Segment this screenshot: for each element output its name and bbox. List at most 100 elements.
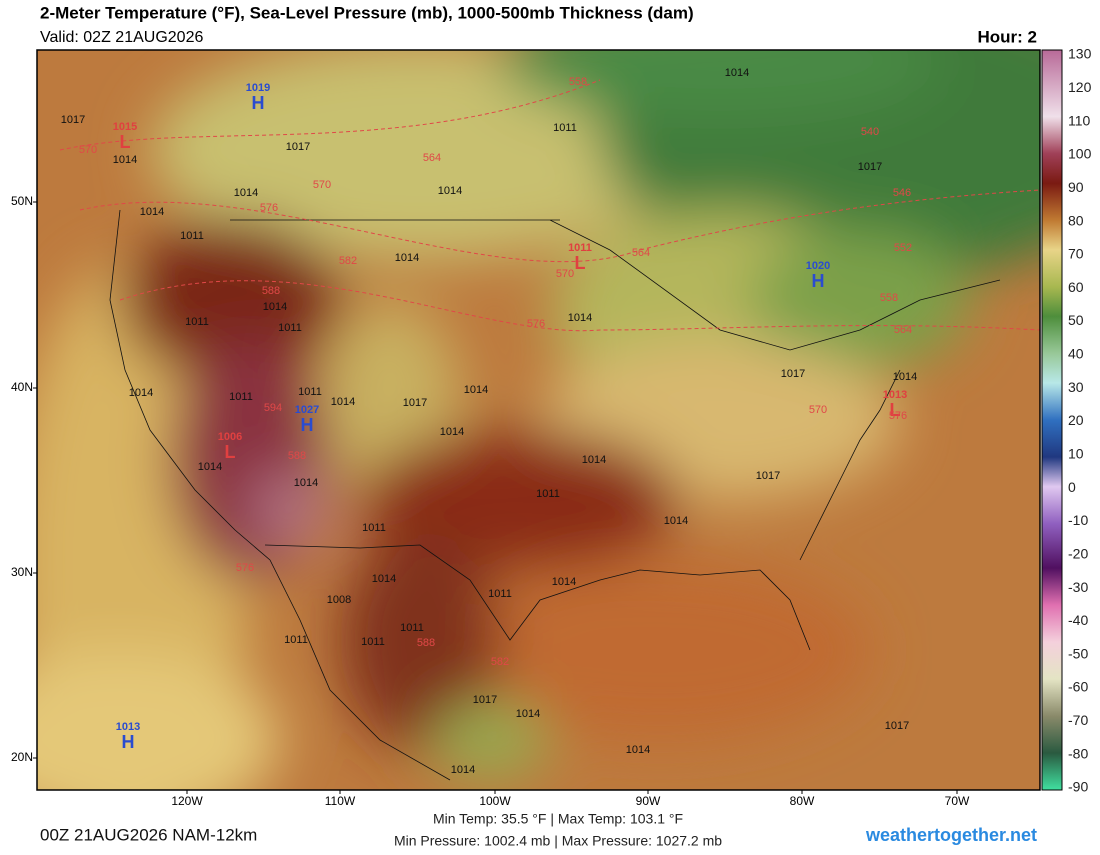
center-value: 1015 bbox=[113, 121, 137, 133]
isobar-label: 1011 bbox=[229, 391, 253, 403]
isobar-label: 1008 bbox=[327, 594, 351, 606]
valid-time: Valid: 02Z 21AUG2026 bbox=[40, 29, 203, 46]
isobar-label: 1014 bbox=[568, 312, 592, 324]
isobar-label: 1014 bbox=[582, 454, 606, 466]
isobar-label: 1014 bbox=[294, 477, 318, 489]
isobar-label: 1014 bbox=[198, 461, 222, 473]
isobar-label: 1014 bbox=[438, 185, 462, 197]
isobar-label: 1014 bbox=[440, 426, 464, 438]
colorbar-label: 50 bbox=[1068, 312, 1084, 328]
forecast-hour: Hour: 2 bbox=[978, 27, 1038, 46]
colorbar-label: 90 bbox=[1068, 179, 1084, 195]
center-value: 1027 bbox=[295, 404, 319, 416]
colorbar-label: -90 bbox=[1068, 779, 1088, 795]
isobar-label: 1014 bbox=[464, 384, 488, 396]
colorbar-label: 70 bbox=[1068, 246, 1084, 262]
isobar-label: 1014 bbox=[140, 206, 164, 218]
isobar-label: 1017 bbox=[885, 720, 909, 732]
isobar-label: 1014 bbox=[331, 396, 355, 408]
thickness-label: 582 bbox=[491, 656, 509, 668]
lat-label: 30N bbox=[11, 565, 33, 579]
thickness-label: 564 bbox=[423, 152, 441, 164]
colorbar-label: -40 bbox=[1068, 612, 1088, 628]
pressure-range: Min Pressure: 1002.4 mb | Max Pressure: … bbox=[394, 833, 722, 849]
thickness-label: 570 bbox=[556, 268, 574, 280]
colorbar-label: 30 bbox=[1068, 379, 1084, 395]
isobar-label: 1011 bbox=[488, 588, 512, 600]
isobar-label: 1014 bbox=[113, 154, 137, 166]
center-value: 1006 bbox=[218, 431, 242, 443]
center-symbol: H bbox=[812, 271, 825, 291]
title: 2-Meter Temperature (°F), Sea-Level Pres… bbox=[40, 3, 694, 22]
colorbar-label: 10 bbox=[1068, 446, 1084, 462]
colorbar-label: 60 bbox=[1068, 279, 1084, 295]
thickness-label: 546 bbox=[893, 187, 911, 199]
thickness-label: 564 bbox=[894, 324, 912, 336]
colorbar-label: -10 bbox=[1068, 512, 1088, 528]
isobar-label: 1014 bbox=[664, 515, 688, 527]
isobar-label: 1014 bbox=[372, 573, 396, 585]
isobar-label: 1011 bbox=[400, 622, 424, 634]
colorbar-label: -30 bbox=[1068, 579, 1088, 595]
temp-range: Min Temp: 35.5 °F | Max Temp: 103.1 °F bbox=[433, 811, 683, 827]
center-value: 1020 bbox=[806, 260, 830, 272]
isobar-label: 1017 bbox=[286, 141, 310, 153]
colorbar-label: 110 bbox=[1068, 112, 1091, 128]
isobar-label: 1011 bbox=[536, 488, 560, 500]
colorbar-label: 20 bbox=[1068, 412, 1084, 428]
lat-label: 40N bbox=[11, 380, 33, 394]
isobar-label: 1011 bbox=[553, 122, 577, 134]
site-credit[interactable]: weathertogether.net bbox=[865, 825, 1037, 845]
isobar-label: 1014 bbox=[234, 187, 258, 199]
thickness-label: 540 bbox=[861, 126, 879, 138]
lat-label: 20N bbox=[11, 750, 33, 764]
center-value: 1011 bbox=[568, 242, 592, 254]
thickness-label: 582 bbox=[339, 255, 357, 267]
colorbar-label: -80 bbox=[1068, 745, 1088, 761]
lon-label: 90W bbox=[636, 794, 661, 808]
isobar-label: 1014 bbox=[893, 371, 917, 383]
isobar-label: 1014 bbox=[626, 744, 650, 756]
lon-label: 100W bbox=[479, 794, 511, 808]
center-symbol: H bbox=[301, 415, 314, 435]
isobar-label: 1017 bbox=[781, 368, 805, 380]
center-value: 1013 bbox=[883, 389, 907, 401]
isobar-label: 1014 bbox=[516, 708, 540, 720]
center-symbol: L bbox=[225, 442, 236, 462]
thickness-label: 588 bbox=[262, 285, 280, 297]
colorbar-label: 120 bbox=[1068, 79, 1092, 95]
colorbar-label: 40 bbox=[1068, 346, 1084, 362]
colorbar-label: 100 bbox=[1068, 146, 1092, 162]
isobar-label: 1011 bbox=[180, 230, 204, 242]
colorbar-label: -60 bbox=[1068, 679, 1088, 695]
isobar-label: 1014 bbox=[725, 67, 749, 79]
model-run: 00Z 21AUG2026 NAM-12km bbox=[40, 825, 257, 844]
thickness-label: 594 bbox=[264, 402, 282, 414]
center-symbol: L bbox=[120, 132, 131, 152]
isobar-label: 1014 bbox=[552, 576, 576, 588]
map-frame bbox=[36, 49, 1041, 791]
isobar-label: 1011 bbox=[284, 634, 308, 646]
center-symbol: L bbox=[575, 253, 586, 273]
thickness-label: 570 bbox=[313, 179, 331, 191]
isobar-label: 1014 bbox=[129, 387, 153, 399]
colorbar bbox=[1041, 49, 1063, 791]
thickness-label: 570 bbox=[809, 404, 827, 416]
colorbar-label: -70 bbox=[1068, 712, 1088, 728]
isobar-label: 1017 bbox=[403, 397, 427, 409]
isobar-label: 1014 bbox=[263, 301, 287, 313]
colorbar-label: -50 bbox=[1068, 645, 1088, 661]
thickness-label: 576 bbox=[236, 562, 254, 574]
colorbar-label: -20 bbox=[1068, 545, 1088, 561]
isobar-label: 1017 bbox=[756, 470, 780, 482]
center-symbol: H bbox=[122, 732, 135, 752]
lon-label: 110W bbox=[325, 794, 356, 808]
isobar-label: 1014 bbox=[395, 252, 419, 264]
isobar-label: 1017 bbox=[61, 114, 85, 126]
thickness-label: 558 bbox=[569, 76, 587, 88]
isobar-label: 1014 bbox=[451, 764, 475, 776]
colorbar-label: 130 bbox=[1068, 46, 1092, 62]
isobar-label: 1011 bbox=[362, 522, 386, 534]
thickness-label: 570 bbox=[79, 144, 97, 156]
